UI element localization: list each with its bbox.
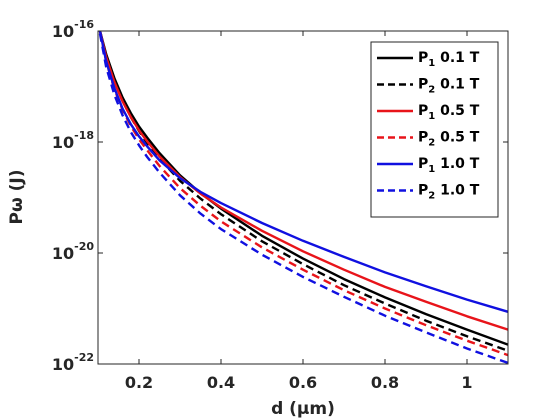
legend-label-2: P1 0.5 T (418, 103, 480, 122)
y-tick-label: 10-20 (52, 240, 94, 263)
legend-box (370, 41, 499, 218)
legend-label-5: P2 1.0 T (418, 183, 480, 202)
x-tick-label: 1 (461, 373, 472, 392)
y-tick-label: 10-18 (52, 129, 94, 152)
ticks-layer (98, 30, 508, 365)
y-tick-label: 10-22 (52, 351, 94, 374)
x-tick-label: 0.6 (289, 373, 317, 392)
y-axis-label: Pω (J) (7, 169, 27, 224)
x-tick-labels: 0.2 0.4 0.6 0.8 1 (125, 373, 473, 392)
series-layer (98, 31, 508, 364)
legend-label-3: P2 0.5 T (418, 130, 480, 149)
legend-label-4: P1 1.0 T (418, 156, 480, 175)
series-line-5 (98, 33, 508, 364)
y-tick-label: 10-16 (52, 18, 94, 41)
x-axis-label: d (μm) (271, 399, 335, 419)
series-line-4 (98, 31, 508, 313)
x-tick-label: 0.2 (125, 373, 153, 392)
legend-label-0: P1 0.1 T (418, 50, 480, 69)
legend-label-1: P2 0.1 T (418, 77, 480, 96)
x-tick-label: 0.4 (207, 373, 235, 392)
x-tick-label: 0.8 (371, 373, 399, 392)
y-tick-labels: 10-16 10-18 10-20 10-22 (52, 18, 94, 374)
legend: P1 0.1 T P2 0.1 T P1 0.5 T P2 0.5 T P1 1.0 T… (370, 41, 499, 218)
